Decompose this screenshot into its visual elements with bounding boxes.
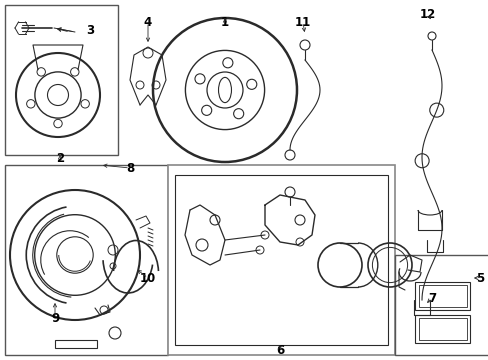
Text: 10: 10 xyxy=(140,271,156,284)
Bar xyxy=(414,282,469,310)
Bar xyxy=(414,315,469,343)
Bar xyxy=(5,5,118,155)
Bar xyxy=(168,165,394,355)
Text: 3: 3 xyxy=(86,23,94,36)
Text: 11: 11 xyxy=(294,15,310,28)
Text: 4: 4 xyxy=(143,15,152,28)
Bar xyxy=(55,340,97,348)
Bar xyxy=(394,255,488,355)
Text: 8: 8 xyxy=(125,162,134,175)
Text: 1: 1 xyxy=(221,15,228,28)
Text: 12: 12 xyxy=(419,8,435,21)
Text: 7: 7 xyxy=(427,292,435,305)
Bar xyxy=(175,175,387,345)
Bar xyxy=(418,318,466,340)
Text: 5: 5 xyxy=(475,271,483,284)
Text: 2: 2 xyxy=(56,152,64,165)
Text: 9: 9 xyxy=(51,311,59,324)
Bar xyxy=(418,285,466,307)
Text: 6: 6 xyxy=(275,343,284,356)
Bar xyxy=(5,165,168,355)
